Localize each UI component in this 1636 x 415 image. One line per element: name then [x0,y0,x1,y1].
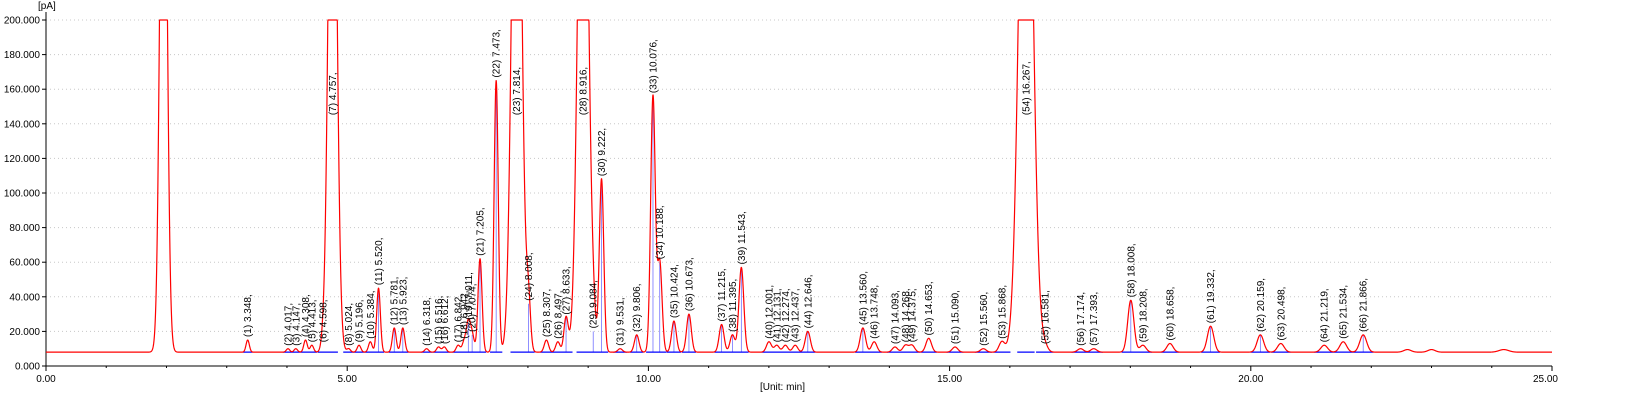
peak-label: (34) 10.188, [655,205,666,259]
peak-label: (22) 7.473, [492,29,503,77]
plot-area [45,19,1553,353]
peak-label: (50) 14.653, [924,281,935,335]
x-axis: 0.00 5.00 10.00 15.00 20.00 25.00 [36,365,1558,385]
peak-label: (31) 9.531, [616,297,627,345]
peak-label: (18) 6.942, [460,290,471,338]
peak-label: (41) 12.131, [772,288,783,342]
x-tick-label: 20.00 [1238,374,1263,385]
peak-label: (3) 4.147, [291,303,302,346]
peak-label: (5) 4.413, [307,299,318,342]
peak-label: (63) 20.498, [1276,287,1287,341]
x-tick-label: 10.00 [636,374,661,385]
y-gridlines [46,19,1552,332]
peak-label: (64) 21.219, [1320,288,1331,342]
y-tick-label: 80.000 [9,223,40,234]
peak-label: (25) 8.307, [542,289,553,337]
peak-label: (66) 21.866, [1359,278,1370,332]
x-tick-label: 25.00 [1533,374,1558,385]
peak-label: (8) 5.024, [344,303,355,346]
peak-labels: (1) 3.348, (2) 4.017,(3) 4.147,(4) 4.308,… [243,29,1370,346]
peak-label: (49) 14.375, [907,288,918,342]
peak-label: (29) 9.084, [589,280,600,328]
y-tick-label: 160.000 [4,85,41,96]
peak-label: (27) 8.633, [562,266,573,314]
peak-label: (61) 19.332, [1206,269,1217,323]
peak-label: (11) 5.520, [374,238,385,286]
peak-label: (43) 12.437, [791,288,802,342]
peak-label: (36) 10.673, [684,257,695,311]
peak-label: (4) 4.308, [301,294,312,337]
peak-label: (38) 11.395, [728,279,739,332]
peak-label: (20) 7.074, [468,283,479,331]
peak-label: (6) 4.598, [318,299,329,342]
peak-label: (46) 13.748, [870,285,881,339]
peak-label: (7) 4.757, [328,72,339,115]
peak-label: (60) 18.658, [1165,287,1176,341]
peak-label: (35) 10.424, [669,264,680,318]
y-tick-label: 60.000 [9,258,40,269]
peak-label: (57) 17.393, [1089,292,1100,346]
peak-label: (54) 16.267, [1021,61,1032,115]
y-axis-unit-label: [pA] [38,1,56,12]
y-tick-label: 40.000 [9,292,40,303]
peak-label: (44) 12.646, [803,274,814,328]
peak-label: (17) 6.842, [454,294,465,342]
y-tick-label: 200.000 [4,16,41,27]
chromatogram-trace [45,19,1553,353]
peak-label: (53) 15.868, [997,285,1008,339]
peak-label: (19) 7.011, [464,272,475,320]
peak-label: (32) 9.806, [632,283,643,331]
y-tick-label: 100.000 [4,189,41,200]
peak-label: (9) 5.196, [355,299,366,342]
y-tick-label: 180.000 [4,50,41,61]
peak-label: (21) 7.205, [476,207,487,255]
peak-label: (28) 8.916, [579,67,590,115]
peak-label: (51) 15.090, [951,290,962,344]
peak-label: (42) 12.274, [781,288,792,342]
y-tick-label: 20.000 [9,327,40,338]
peak-label: (13) 5.923, [398,277,409,325]
peak-label: (33) 10.076, [648,39,659,93]
peak-label: (59) 18.208, [1138,288,1149,342]
peak-label: (58) 18.008, [1126,243,1137,297]
peak-label: (40) 12.001, [764,285,775,339]
peak-label: (39) 11.543, [737,211,748,264]
peak-label: (2) 4.017, [283,303,294,346]
x-tick-label: 5.00 [337,374,357,385]
y-axis: 0.000 20.000 40.000 60.000 80.000 100.000 120.… [4,12,47,373]
x-tick-label: 0.00 [36,374,56,385]
peak-label: (45) 13.560, [858,271,869,325]
peak-label: (48) 14.268, [901,288,912,342]
peak-label: (26) 8.497, [553,290,564,338]
peak-label: (16) 6.612, [440,296,451,344]
peak-label: (1) 3.348, [243,294,254,337]
peak-label: (12) 5.781, [390,277,401,325]
peak-label: (55) 16.581, [1040,290,1051,344]
peak-label: (47) 14.093, [890,290,901,344]
y-tick-label: 120.000 [4,154,41,165]
x-axis-unit-label: [Unit: min] [760,382,805,393]
peak-label: (62) 20.159, [1256,278,1267,332]
peak-label: (14) 6.318, [422,297,433,345]
peak-label: (10) 5.384, [366,290,377,338]
peak-label: (65) 21.534, [1339,285,1350,339]
y-tick-label: 140.000 [4,119,41,130]
peak-label: (15) 6.516, [434,296,445,344]
y-tick-label: 0.000 [15,362,40,373]
peak-label: (37) 11.215, [717,268,728,321]
peak-label: (24) 8.008, [524,252,535,300]
peak-label: (52) 15.560, [979,292,990,346]
x-tick-label: 15.00 [937,374,962,385]
peak-label: (23) 7.814, [512,67,523,115]
peak-label: (30) 9.222, [597,128,608,176]
peak-label: (56) 17.174, [1076,292,1087,346]
